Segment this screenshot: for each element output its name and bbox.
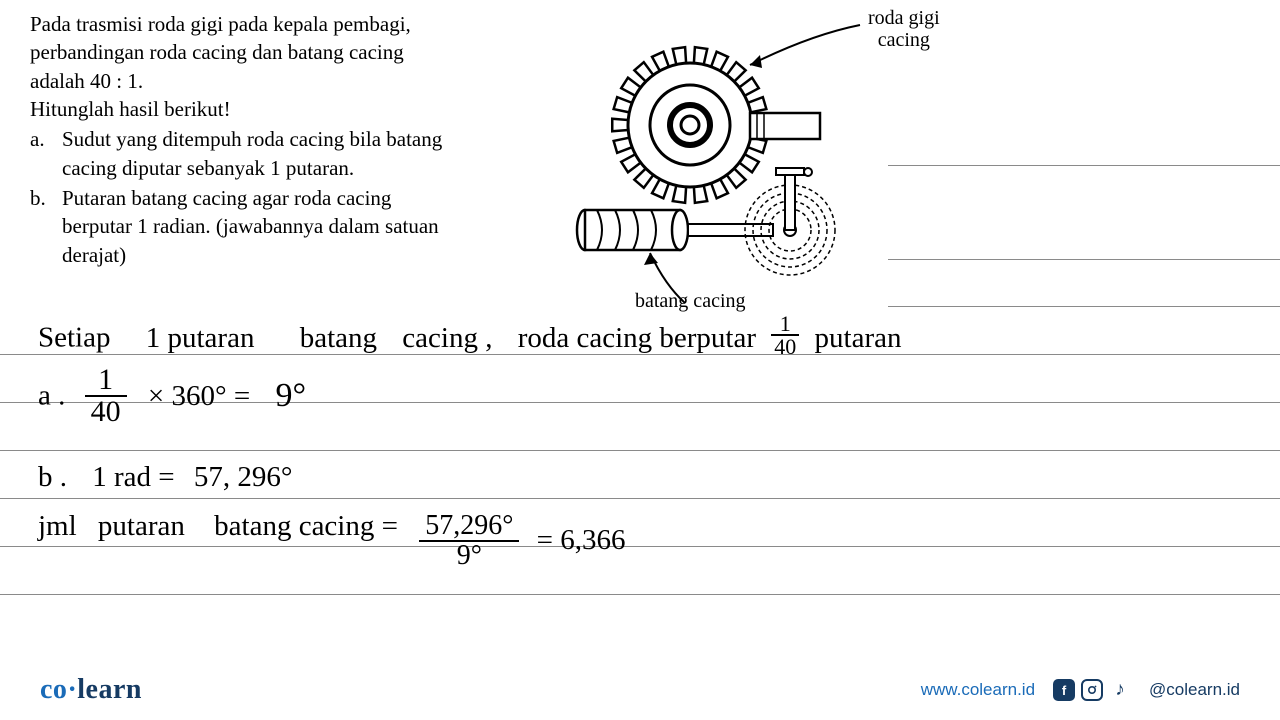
social-icons: f ♪ [1053,679,1131,701]
footer-handle: @colearn.id [1149,680,1240,700]
diagram-label-top: roda gigi cacing [868,7,940,51]
logo-co: co [40,674,67,705]
facebook-icon: f [1053,679,1075,701]
question-intro-3: adalah 40 : 1. [30,67,520,95]
question-intro-1: Pada trasmisi roda gigi pada kepala pemb… [30,10,520,38]
item-a-line1: Sudut yang ditempuh roda cacing bila bat… [62,125,520,153]
handwriting-line-3: b . 1 rad = 57, 296° [38,463,293,492]
handwriting-line-2: a . 1 40 × 360° = 9° [38,365,306,427]
footer-right: www.colearn.id f ♪ @colearn.id [921,679,1240,701]
footer-logo: co·learn [40,674,142,706]
question-instruct: Hitunglah hasil berikut! [30,95,520,123]
handwriting-line-4: jml putaran batang cacing = 57,296° 9° =… [38,512,626,570]
logo-learn: learn [77,674,142,705]
question-intro-2: perbandingan roda cacing dan batang caci… [30,38,520,66]
footer-url: www.colearn.id [921,680,1035,700]
instagram-icon [1081,679,1103,701]
handwriting-line-1: Setiap 1 putaran batang cacing , roda ca… [38,318,902,362]
footer: co·learn www.colearn.id f ♪ @colearn.id [0,660,1280,720]
tiktok-icon: ♪ [1109,679,1131,701]
